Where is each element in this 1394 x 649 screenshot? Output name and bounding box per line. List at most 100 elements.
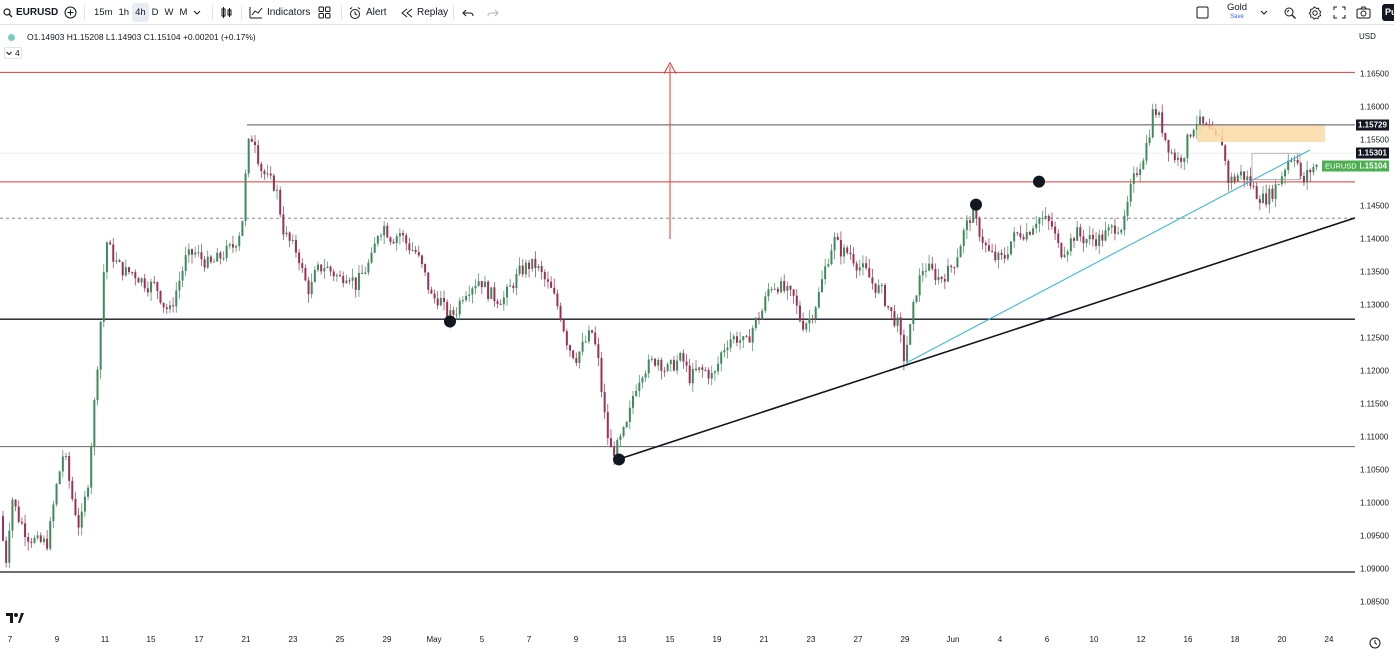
candle-body	[657, 359, 660, 366]
replay-button[interactable]: Replay	[401, 0, 448, 25]
settings-button[interactable]	[1308, 0, 1322, 25]
candle-body	[1063, 254, 1066, 258]
candle-body	[455, 314, 458, 316]
price-tick-label: 1.11500	[1360, 399, 1389, 409]
currency-label[interactable]: USD	[1359, 32, 1376, 41]
candle-body	[1038, 218, 1041, 224]
time-tick-label: 21	[759, 635, 769, 644]
price-tick-label: 1.12000	[1360, 366, 1389, 376]
candle-body	[187, 249, 190, 256]
candle-body	[884, 285, 886, 306]
price-tick-label: 1.08500	[1360, 597, 1389, 607]
candle-body	[518, 265, 521, 274]
candle-body	[96, 369, 99, 401]
price-axis[interactable]: 1.16500 1.16000 1.15500 1.14500 1.14000 1.135…	[1355, 25, 1394, 630]
candle-body	[606, 412, 609, 439]
grid-icon	[318, 6, 331, 19]
candle-body	[638, 382, 641, 391]
candle-body	[257, 145, 260, 164]
candle-body	[162, 302, 165, 308]
interval-1h[interactable]: 1h	[118, 7, 130, 18]
uptrend-line	[617, 217, 1355, 461]
candle-body	[1019, 233, 1022, 238]
red-arrow-head	[663, 61, 677, 74]
indicators-button[interactable]: Indicators	[249, 0, 310, 25]
interval-4h[interactable]: 4h	[132, 3, 149, 22]
candle-body	[748, 336, 751, 343]
candle-body	[502, 297, 505, 305]
candle-body	[1230, 176, 1233, 183]
candle-body	[80, 511, 83, 528]
candle-body	[616, 440, 619, 457]
time-axis[interactable]: 7 9 11 15 17 21 23 25 29 May 5 7 9 13 15 19 21 23 27 29 Jun 4…	[0, 630, 1394, 649]
candle-body	[540, 265, 543, 273]
undo-button[interactable]	[462, 0, 474, 25]
candle-body	[906, 344, 909, 362]
candle-body	[115, 260, 118, 262]
layout-menu-button[interactable]	[1260, 0, 1268, 25]
compare-button[interactable]	[64, 0, 77, 25]
candle-body	[909, 324, 912, 345]
candle-body	[304, 268, 307, 281]
layout-save-button[interactable]: Gold Save	[1222, 2, 1252, 22]
time-tick-label: 7	[526, 635, 532, 644]
candle-body	[420, 255, 423, 264]
candle-body	[77, 515, 80, 528]
candle-body	[1066, 251, 1069, 255]
alarm-clock-icon	[348, 6, 362, 20]
candle-body	[408, 243, 411, 251]
candle-body	[1060, 243, 1063, 258]
candle-body	[1290, 160, 1293, 162]
candle-body	[458, 300, 461, 315]
interval-15m[interactable]: 15m	[94, 7, 113, 18]
chevron-down-icon	[1260, 10, 1268, 16]
time-tick-label: 11	[100, 635, 110, 644]
templates-button[interactable]	[318, 0, 331, 25]
plus-circle-icon	[64, 6, 77, 19]
price-chart[interactable]	[0, 25, 1355, 630]
candle-body	[1069, 238, 1072, 252]
candle-body	[71, 480, 74, 499]
candle-body	[1268, 188, 1271, 205]
symbol-search[interactable]: EURUSD	[3, 0, 58, 25]
fullscreen-button[interactable]	[1333, 0, 1346, 25]
candle-body	[276, 189, 279, 191]
time-tick-label: 19	[712, 635, 722, 644]
time-tick-label: 6	[1044, 635, 1050, 644]
alert-button[interactable]: Alert	[348, 0, 387, 25]
time-tick-label: 24	[1324, 635, 1334, 644]
candle-body	[531, 258, 534, 270]
candle-body	[1271, 188, 1274, 200]
candle-body	[357, 272, 360, 290]
quick-search-button[interactable]	[1283, 0, 1297, 25]
divider	[212, 5, 213, 20]
candle-body	[285, 232, 288, 235]
price-label-badge: 1.15301	[1356, 147, 1389, 159]
candle-body	[323, 267, 326, 272]
tradingview-logo	[5, 612, 25, 628]
candle-body	[33, 537, 36, 543]
candle-body	[112, 244, 115, 262]
indicators-collapse-toggle[interactable]: 4	[4, 47, 22, 59]
candlestick-series	[2, 103, 1318, 569]
interval-w[interactable]: W	[164, 7, 174, 18]
candle-body	[950, 265, 953, 268]
redo-button[interactable]	[487, 0, 499, 25]
chart-type-button[interactable]	[220, 0, 233, 25]
candle-body	[1202, 116, 1205, 124]
drawing-annotations	[444, 61, 1355, 466]
candle-body	[288, 232, 291, 241]
interval-m[interactable]: M	[179, 7, 188, 18]
time-tick-label: 29	[382, 635, 392, 644]
chevron-down-icon[interactable]	[193, 10, 201, 16]
layout-toggle-button[interactable]	[1196, 0, 1209, 25]
go-to-date-button[interactable]	[1369, 636, 1381, 649]
candle-body	[345, 280, 348, 284]
candle-body	[146, 288, 149, 293]
snapshot-button[interactable]	[1356, 0, 1371, 25]
interval-d[interactable]: D	[151, 7, 159, 18]
time-tick-label: 7	[7, 635, 13, 644]
candle-body	[197, 252, 200, 254]
publish-button[interactable]: Pu	[1382, 4, 1394, 21]
candle-body	[1158, 112, 1161, 116]
